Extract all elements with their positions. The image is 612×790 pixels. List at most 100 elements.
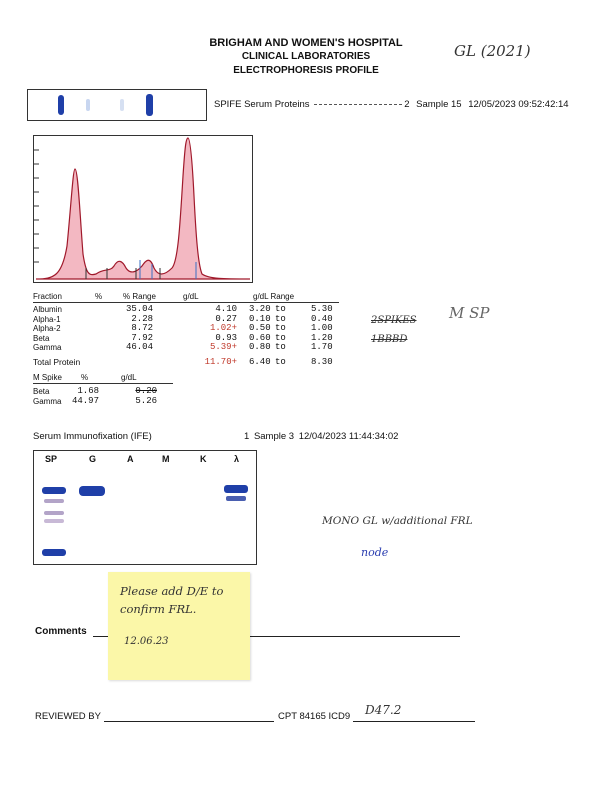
densitometry-chart [33,135,253,283]
fraction-table: Fraction % % Range g/dL g/dL Range Album… [33,292,339,367]
densitometry-svg [34,137,251,280]
row-lo: 0.10 [249,313,271,324]
icd-code: D47.2 [365,703,402,717]
fraction-header-row: Fraction % % Range g/dL g/dL Range [33,292,339,303]
lambda-band-2 [226,496,246,501]
row-to: to [275,304,286,314]
table-row: Alpha-2 8.72 1.02+ 0.50 to 1.00 [33,323,333,334]
table-row: Beta 7.92 0.93 0.60 to 1.20 [33,332,333,344]
row-name: Gamma [33,396,62,406]
ife-info: 1 Sample 3 12/04/2023 11:44:34:02 [244,431,398,442]
sp-band-2 [44,499,64,503]
y-ticks [34,149,39,263]
col-mspike: M Spike [33,373,62,382]
strip-band-gamma [146,94,153,116]
note-node: node [361,546,389,559]
note-bbbd: 1BBBD [371,334,408,345]
comments-line [93,636,460,637]
row-pct: 35.04 [125,304,153,314]
row-name: Beta [33,387,50,396]
ife-sample: Sample 3 [253,431,295,442]
spife-id-suffix: 2 [404,99,410,110]
row-hi: 1.20 [311,332,333,343]
row-name: Albumin [33,305,62,314]
row-pct: 1.68 [77,386,99,396]
note-msp: M SP [449,304,490,322]
table-row: Gamma 46.04 5.39+ 0.80 to 1.70 [33,342,333,353]
row-to: to [275,342,286,352]
mspike-header-row: M Spike % g/dL [33,373,173,384]
spike-markers [139,260,197,279]
table-row: Beta 1.68 0.20 [33,386,157,397]
g-band [79,486,105,496]
row-name: Beta [33,333,50,343]
total-lo: 6.40 [249,356,271,367]
ife-datetime: 12/04/2023 11:44:34:02 [298,431,399,442]
table-row: Alpha-1 2.28 0.27 0.10 to 0.40 [33,313,333,325]
lane-label-k: K [200,454,207,464]
col-gdl: g/dL [183,292,199,301]
hospital-name: BRIGHAM AND WOMEN'S HOSPITAL [209,37,403,49]
row-gdl-flagged: 5.39+ [209,342,237,352]
row-to: to [275,323,286,333]
reviewed-line [104,721,274,722]
comments-label: Comments [35,626,87,637]
spife-datetime: 12/05/2023 09:52:42:14 [468,99,569,110]
ife-gel: SP G A M K λ [33,450,257,565]
spife-info: SPIFE Serum Proteins 2 Sample 15 12/05/2… [214,99,569,110]
row-pct: 8.72 [131,323,153,333]
lane-label-lambda: λ [234,454,240,464]
row-hi: 1.00 [311,323,333,333]
col-fraction: Fraction [33,292,62,301]
strip-band-beta [120,99,124,111]
row-lo: 3.20 [249,304,271,314]
fraction-rows: Albumin 35.04 4.10 3.20 to 5.30 Alpha-1 … [33,304,333,353]
spife-title: SPIFE Serum Proteins [214,99,310,110]
row-lo: 0.50 [249,323,271,333]
sticky-line2: confirm FRL. [120,602,197,616]
total-name: Total Protein [33,356,81,367]
lambda-band-1 [224,485,248,493]
row-gdl-flagged: 1.02+ [209,323,237,333]
row-pct: 44.97 [71,395,99,406]
sp-band-1 [42,487,66,494]
row-lo: 0.60 [249,332,271,343]
ife-title: Serum Immunofixation (IFE) [33,431,152,442]
mspike-table: M Spike % g/dL Beta 1.68 0.20 Gamma 44.9… [33,373,173,406]
note-mono: MONO GL w/additional FRL [322,515,473,527]
col-gdl-range: g/dL Range [253,292,295,301]
row-pct: 7.92 [131,332,153,343]
row-gdl: 0.27 [215,313,237,324]
table-row: Albumin 35.04 4.10 3.20 to 5.30 [33,304,333,315]
sp-band-3 [44,511,64,515]
col-pct-range: % Range [123,292,156,301]
row-gdl-struck: 0.20 [135,386,157,396]
row-name: Alpha-2 [33,324,61,333]
lane-label-g: G [89,454,97,464]
table-row: Gamma 44.97 5.26 [33,395,157,407]
ife-lane-labels: SP G A M K λ [34,451,256,465]
ife-bands [42,485,248,556]
lane-label-sp: SP [45,454,58,464]
row-hi: 5.30 [311,304,333,314]
lane-label-m: M [162,454,170,464]
row-gdl: 0.93 [215,332,237,343]
lab-name: CLINICAL LABORATORIES [241,51,371,62]
sp-band-4 [44,519,64,523]
lane-label-a: A [127,454,134,464]
redacted-id [314,103,403,105]
protein-trace [35,137,251,280]
sticky-date: 12.06.23 [124,636,169,647]
fraction-dividers [85,268,161,279]
total-protein-row: Total Protein 11.70+ 6.40 to 8.30 [33,356,333,368]
ife-id-suffix: 1 [244,431,250,442]
strip-band-alpha [86,99,90,111]
sp-band-5 [42,549,66,556]
icd-line [353,721,475,722]
sticky-line1: Please add D/E to [120,584,224,598]
spife-sample: Sample 15 [416,99,462,110]
row-lo: 0.80 [249,342,271,352]
row-to: to [275,332,286,343]
row-pct: 2.28 [131,313,153,324]
row-gdl: 4.10 [215,304,237,314]
